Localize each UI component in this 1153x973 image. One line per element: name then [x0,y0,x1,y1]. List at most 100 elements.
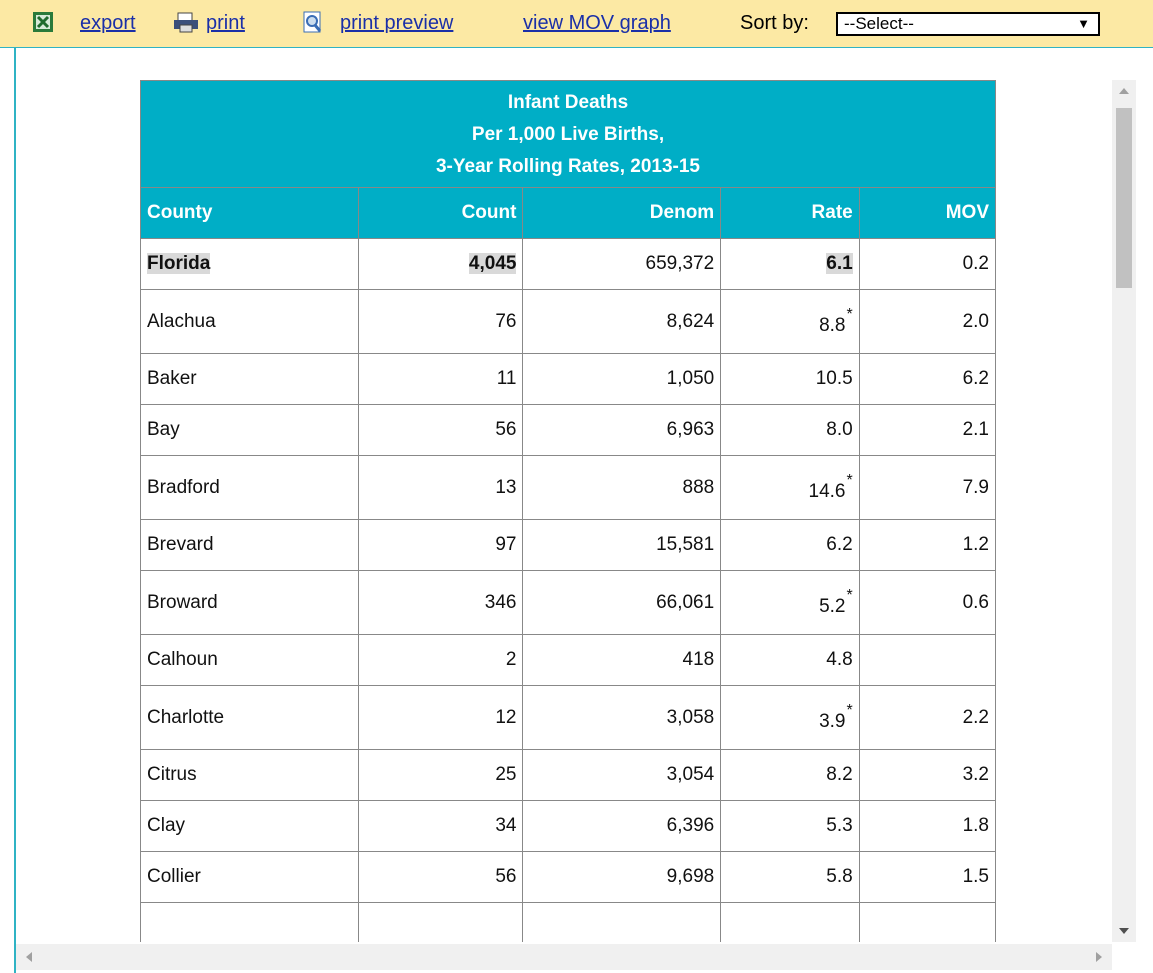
rate-value: 14.6 [808,481,846,502]
denom-value: 15,581 [656,534,715,555]
column-header-row: County Count Denom Rate MOV [139,187,997,239]
county-cell: Calhoun [139,634,360,686]
county-cell: Clay [139,800,360,852]
denom-value: 6,963 [666,419,715,440]
count-cell: 76 [358,289,524,354]
denom-value: 418 [682,649,715,670]
mov-cell [858,634,997,686]
mov-cell: 1.5 [858,851,997,903]
county-cell: Bradford [139,455,360,520]
county-cell: Citrus [139,749,360,801]
count-value: 2 [505,649,517,670]
content-frame: Infant Deaths Per 1,000 Live Births, 3-Yea… [14,48,1153,973]
rate-value: 3.9 [819,711,846,732]
county-value: Bradford [147,476,220,498]
county-value: Bay [147,419,180,440]
mov-value: 6.2 [962,368,989,389]
mov-value: 2.0 [962,310,989,332]
column-header: Denom [522,187,722,239]
column-header: Count [358,187,524,239]
mov-cell: 7.9 [858,455,997,520]
table-row: Bradford 13 888 14.6* 7.9 [139,455,997,520]
county-value: Broward [147,591,218,613]
count-value: 34 [495,815,517,836]
rate-value: 10.5 [815,368,853,389]
count-value: 56 [495,419,517,440]
vertical-scrollbar[interactable] [1112,80,1136,942]
rate-note: * [846,702,853,719]
denom-cell: 9,698 [522,851,722,903]
denom-value: 9,698 [666,866,715,887]
scroll-down[interactable] [1119,928,1129,934]
title-line: 3-Year Rolling Rates, 2013-15 [435,156,700,177]
county-value: Brevard [147,534,214,555]
count-cell: 346 [358,570,524,635]
rate-value: 8.0 [826,419,853,440]
denom-cell: 3,058 [522,685,722,750]
mov-value: 0.6 [962,591,989,613]
toolbar: export print print preview view MOV grap… [0,0,1153,48]
scroll-right[interactable] [1096,952,1102,962]
denom-value: 8,624 [666,310,715,332]
denom-value: 1,050 [666,368,715,389]
sort-select[interactable]: --Select-- ▼ [836,12,1100,36]
rate-value: 8.8 [819,315,846,336]
scroll-up[interactable] [1119,88,1129,94]
rate-value: 6.1 [826,253,853,274]
mov-value: 1.2 [962,534,989,555]
mov-cell: 0.6 [858,570,997,635]
mov-value: 1.5 [962,866,989,887]
rate-value: 4.8 [826,649,853,670]
table-row: Broward 346 66,061 5.2* 0.6 [139,570,997,635]
county-value: Charlotte [147,706,225,728]
mov-cell: 1.2 [858,519,997,571]
mov-value: 2.2 [962,706,989,728]
county-value: Calhoun [147,649,218,670]
sort-value: --Select-- [844,14,914,33]
mov-graph-link[interactable]: view MOV graph [523,12,671,34]
rate-value: 5.2 [819,596,846,617]
rate-note: * [846,306,853,323]
count-value: 76 [495,310,517,332]
count-cell: 13 [358,455,524,520]
county-value: Baker [147,368,197,389]
table-body: Florida 4,045 659,372 6.1 0.2 Alachua 76 8,624 8… [139,238,997,942]
empty-cell [139,902,360,942]
column-header: Rate [720,187,860,239]
column-header: MOV [858,187,997,239]
count-value: 12 [495,706,517,728]
empty-cell [858,902,997,942]
viewport: Infant Deaths Per 1,000 Live Births, 3-Yea… [16,48,1112,942]
rate-cell: 5.2* [720,570,860,635]
table-row: Brevard 97 15,581 6.2 1.2 [139,519,997,571]
scroll-left[interactable] [26,952,32,962]
county-value: Collier [147,866,201,887]
horizontal-scrollbar[interactable] [16,944,1112,970]
rate-cell: 8.2 [720,749,860,801]
table-row: Alachua 76 8,624 8.8* 2.0 [139,289,997,354]
denom-value: 66,061 [656,591,715,613]
rate-cell: 5.8 [720,851,860,903]
rate-value: 5.8 [826,866,853,887]
denom-cell: 659,372 [522,238,722,290]
county-cell: Charlotte [139,685,360,750]
count-value: 11 [496,368,517,389]
mov-cell: 0.2 [858,238,997,290]
scroll-thumb[interactable] [1116,108,1132,288]
print-icon [174,12,198,33]
count-cell: 11 [358,353,524,405]
count-value: 25 [495,764,517,785]
empty-cell [720,902,860,942]
denom-cell: 418 [522,634,722,686]
count-cell: 25 [358,749,524,801]
print-preview-link[interactable]: print preview [340,12,454,34]
rate-cell: 3.9* [720,685,860,750]
mov-cell: 2.1 [858,404,997,456]
export-link[interactable]: export [80,12,136,34]
rate-cell: 8.8* [720,289,860,354]
county-value: Florida [147,253,211,274]
rate-cell: 8.0 [720,404,860,456]
print-link[interactable]: print [206,12,245,34]
mov-cell: 2.2 [858,685,997,750]
